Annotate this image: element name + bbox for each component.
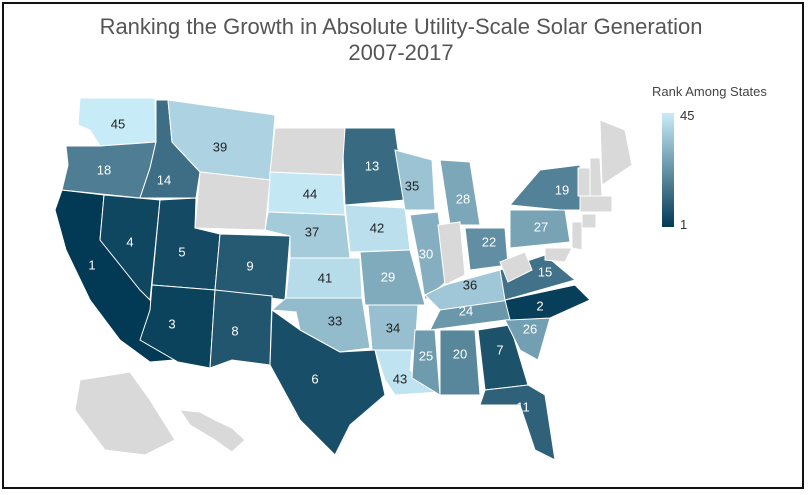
legend-min-label: 1 (680, 217, 688, 232)
state-vt (577, 167, 591, 197)
state-rank-label-id: 14 (157, 172, 171, 187)
chart-title: Ranking the Growth in Absolute Utility-S… (0, 14, 802, 66)
state-rank-label-ny: 19 (555, 182, 569, 197)
state-rank-label-nv: 4 (126, 234, 133, 249)
state-rank-label-ok: 33 (328, 313, 342, 328)
state-rank-label-mn: 13 (365, 158, 379, 173)
state-rank-label-sd: 44 (303, 186, 317, 201)
state-wv (499, 251, 533, 283)
state-hi (178, 409, 246, 453)
state-rank-label-wa: 45 (111, 116, 125, 131)
state-mo (359, 249, 426, 306)
state-rank-label-ga: 7 (496, 342, 503, 357)
state-rank-label-il: 30 (419, 246, 433, 261)
state-rank-label-ky: 36 (463, 277, 477, 292)
state-rank-label-la: 43 (393, 371, 407, 386)
state-rank-label-tx: 6 (311, 371, 318, 386)
state-rank-label-nc: 2 (536, 298, 543, 313)
state-mi (439, 159, 481, 226)
state-rank-label-pa: 27 (534, 219, 548, 234)
state-nd (269, 127, 346, 176)
state-fl (479, 384, 556, 461)
state-rank-label-mo: 29 (381, 269, 395, 284)
state-wi (394, 149, 436, 211)
state-rank-label-tn: 24 (459, 303, 473, 318)
state-wy (194, 171, 271, 231)
state-rank-label-ms: 25 (419, 348, 433, 363)
state-nv (99, 194, 161, 302)
state-in (437, 221, 466, 286)
state-nj (571, 221, 583, 251)
state-ct (581, 213, 597, 229)
state-rank-label-mi: 28 (456, 191, 470, 206)
state-md (544, 247, 573, 263)
legend-color-bar (662, 113, 674, 227)
state-rank-label-ca: 1 (88, 257, 95, 272)
state-pa (509, 209, 571, 249)
state-rank-label-or: 18 (97, 162, 111, 177)
state-ak (74, 371, 176, 456)
state-rank-label-va: 15 (538, 264, 552, 279)
state-rank-label-sc: 26 (523, 321, 537, 336)
state-rank-label-fl: 11 (516, 399, 530, 414)
state-rank-label-ia: 42 (370, 220, 384, 235)
legend-max-label: 45 (680, 108, 695, 123)
state-rank-label-co: 9 (246, 258, 253, 273)
state-rank-label-az: 3 (168, 316, 175, 331)
state-rank-label-ks: 41 (318, 270, 332, 285)
state-rank-label-al: 20 (453, 346, 467, 361)
state-ny (508, 164, 581, 211)
state-ok (270, 297, 371, 353)
state-rank-label-mt: 39 (213, 139, 227, 154)
chart-title-line1: Ranking the Growth in Absolute Utility-S… (99, 14, 703, 39)
state-al (439, 329, 481, 396)
state-ma (579, 195, 613, 213)
legend-title: Rank Among States (652, 84, 767, 99)
state-nc (504, 284, 591, 321)
state-rank-label-oh: 22 (482, 234, 496, 249)
state-rank-label-ne: 37 (305, 224, 319, 239)
state-rank-label-wi: 35 (405, 178, 419, 193)
chart-title-line2: 2007-2017 (348, 40, 454, 65)
state-nm (209, 289, 273, 369)
state-rank-label-ar: 34 (386, 320, 400, 335)
state-rank-label-nm: 8 (231, 323, 238, 338)
state-me (599, 119, 633, 186)
state-nh (589, 157, 603, 197)
state-rank-label-ut: 5 (178, 244, 185, 259)
